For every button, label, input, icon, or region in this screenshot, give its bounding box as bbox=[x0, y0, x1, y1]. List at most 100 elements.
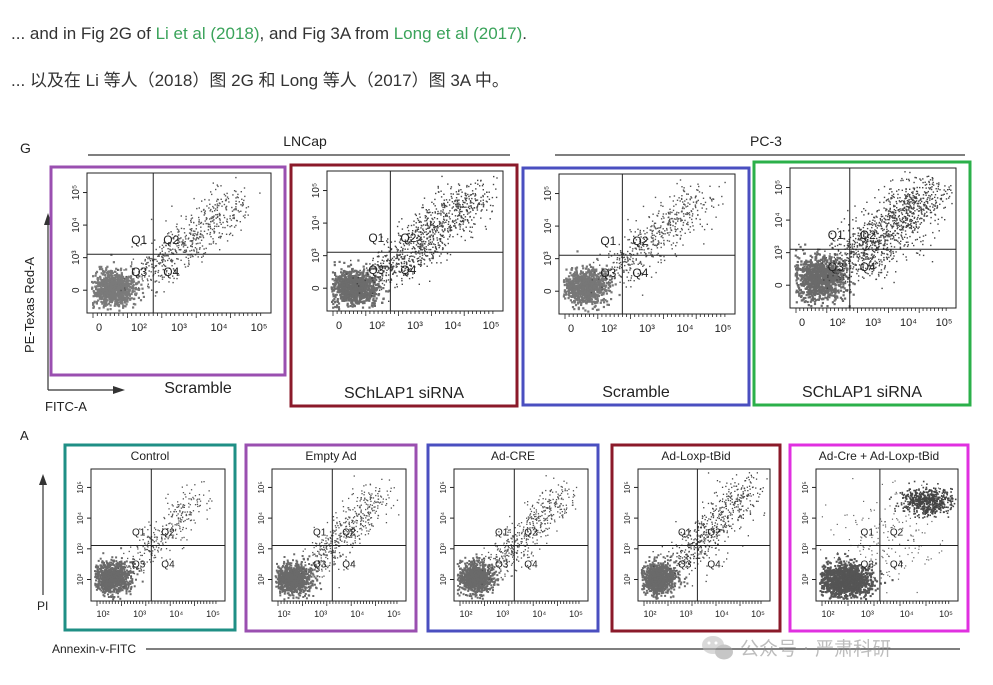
x-tick-label: 10⁴ bbox=[900, 609, 914, 619]
g-panel-4: Q1 Q2 Q3 Q4 10⁵ 10⁴ 10³ 0 0 10² 10³ 10⁴ 10⁵ SChLAP1 s… bbox=[752, 160, 972, 407]
a-panel-1: Control Q1 Q2 Q3 Q4 10⁵ 10⁴ 10³ 10² 10² 10³ 10⁴ 10⁵ bbox=[63, 443, 237, 632]
quadrant-label-q1: Q1 bbox=[861, 528, 875, 539]
panel-title: Ad-CRE bbox=[491, 449, 535, 463]
quadrant-label-q3: Q3 bbox=[495, 560, 509, 571]
y-tick-label: 10³ bbox=[76, 543, 85, 555]
g-panel-2: Q1 Q2 Q3 Q4 10⁵ 10⁴ 10³ 0 0 10² 10³ 10⁴ 10⁵ SChLAP1 s… bbox=[289, 163, 519, 408]
a-plot-4: Q1 Q2 Q3 Q4 10⁵ 10⁴ 10³ 10² 10² 10³ 10⁴ 10⁵ bbox=[623, 468, 771, 619]
y-tick-label: 0 bbox=[543, 288, 554, 294]
li-2018-link[interactable]: Li et al (2018) bbox=[155, 24, 260, 43]
panel-frame bbox=[752, 160, 972, 407]
y-tick-label: 10⁴ bbox=[623, 511, 632, 524]
y-tick-label: 10⁴ bbox=[439, 511, 448, 524]
x-tick-label: 10⁴ bbox=[677, 323, 694, 335]
x-tick-label: 10³ bbox=[407, 320, 423, 332]
x-tick-label: 10⁵ bbox=[387, 609, 401, 619]
x-tick-label: 10³ bbox=[171, 322, 187, 334]
g-x-axis-label: FITC-A bbox=[45, 399, 87, 414]
x-tick-label: 0 bbox=[568, 323, 574, 335]
y-tick-label: 10³ bbox=[774, 245, 785, 260]
y-tick-label: 10⁴ bbox=[774, 212, 785, 227]
y-tick-label: 10⁵ bbox=[76, 481, 85, 493]
x-tick-label: 0 bbox=[799, 317, 805, 329]
a-panel-2: Empty Ad Q1 Q2 Q3 Q4 10⁵ 10⁴ 10³ 10² 10² 10³ 10⁴ 10⁵ bbox=[244, 443, 418, 633]
quadrant-label-q1: Q1 bbox=[368, 231, 384, 245]
g-plot-4: Q1 Q2 Q3 Q4 10⁵ 10⁴ 10³ 0 0 10² 10³ 10⁴ 10⁵ bbox=[774, 167, 957, 329]
a-y-axis-label: PI bbox=[37, 599, 48, 613]
y-tick-label: 10⁵ bbox=[801, 481, 810, 493]
x-tick-label: 10⁴ bbox=[445, 320, 462, 332]
x-tick-label: 10⁴ bbox=[211, 322, 228, 334]
quadrant-label-q1: Q1 bbox=[678, 528, 692, 539]
quadrant-label-q1: Q1 bbox=[313, 528, 327, 539]
quadrant-label-q2: Q2 bbox=[707, 528, 721, 539]
x-tick-label: 10⁴ bbox=[900, 317, 917, 329]
x-tick-label: 10² bbox=[821, 609, 834, 619]
x-tick-label: 10³ bbox=[865, 317, 881, 329]
chinese-sentence: ... 以及在 Li 等人（2018）图 2G 和 Long 等人（2017）图… bbox=[11, 71, 509, 90]
quadrant-label-q3: Q3 bbox=[828, 260, 844, 274]
y-tick-label: 0 bbox=[71, 287, 82, 293]
panel-frame bbox=[289, 163, 519, 408]
x-tick-label: 10² bbox=[601, 323, 617, 335]
quadrant-label-q2: Q2 bbox=[632, 234, 648, 248]
y-tick-label: 10² bbox=[623, 573, 632, 585]
watermark-text: 公众号 · 严肃科研 bbox=[740, 638, 891, 660]
figure-a-panels: Control Q1 Q2 Q3 Q4 10⁵ 10⁴ 10³ 10² 10² 10³ 10⁴ 10⁵ E… bbox=[63, 443, 970, 633]
quadrant-label-q2: Q2 bbox=[342, 528, 356, 539]
y-tick-label: 10³ bbox=[311, 248, 322, 263]
quadrant-label-q2: Q2 bbox=[400, 231, 416, 245]
quadrant-label-q4: Q4 bbox=[342, 560, 356, 571]
quadrant-label-q4: Q4 bbox=[632, 266, 648, 280]
group-label-lncap: LNCap bbox=[283, 133, 327, 149]
g-panel-1: Q1 Q2 Q3 Q4 10⁵ 10⁴ 10³ 0 0 10² 10³ 10⁴ 10⁵ Scramble bbox=[49, 165, 287, 397]
y-tick-label: 10⁵ bbox=[311, 183, 322, 198]
y-tick-label: 10³ bbox=[543, 251, 554, 266]
x-tick-label: 10² bbox=[131, 322, 147, 334]
x-tick-label: 10⁵ bbox=[483, 320, 500, 332]
x-tick-label: 10² bbox=[643, 609, 656, 619]
y-tick-label: 10⁵ bbox=[774, 180, 785, 195]
flow-cytometry-figure: G LNCap PC-3 PE-Texas Red-A FITC-A Q1 Q2Q… bbox=[20, 133, 972, 660]
x-tick-label: 10³ bbox=[133, 609, 146, 619]
quadrant-label-q4: Q4 bbox=[400, 263, 416, 277]
quadrant-label-q2: Q2 bbox=[890, 528, 904, 539]
long-2017-link[interactable]: Long et al (2017) bbox=[393, 24, 523, 43]
y-tick-label: 10³ bbox=[439, 543, 448, 555]
a-panel-4: Ad-Loxp-tBid Q1 Q2 Q3 Q4 10⁵ 10⁴ 10³ 10² 10² 10³ 10… bbox=[610, 443, 782, 633]
x-tick-label: 10⁴ bbox=[169, 609, 183, 619]
y-tick-label: 10⁴ bbox=[71, 217, 82, 232]
y-tick-label: 10² bbox=[76, 573, 85, 585]
y-tick-label: 10⁴ bbox=[543, 218, 554, 233]
x-tick-label: 10⁴ bbox=[715, 609, 729, 619]
quadrant-label-q4: Q4 bbox=[524, 560, 538, 571]
g-panel-3: Q1 Q2 Q3 Q4 10⁵ 10⁴ 10³ 0 0 10² 10³ 10⁴ 10⁵ Scramble bbox=[521, 166, 751, 407]
scatter-points bbox=[562, 179, 726, 313]
scatter-points bbox=[330, 175, 498, 311]
a-panel-3: Ad-CRE Q1 Q2 Q3 Q4 10⁵ 10⁴ 10³ 10² 10² 10³ 10⁴ 10⁵ bbox=[426, 443, 600, 633]
quadrant-label-q2: Q2 bbox=[163, 233, 179, 247]
quadrant-label-q2: Q2 bbox=[524, 528, 538, 539]
y-tick-label: 10³ bbox=[257, 543, 266, 555]
y-tick-label: 10⁵ bbox=[623, 481, 632, 493]
scatter-points bbox=[819, 478, 957, 601]
x-tick-label: 0 bbox=[96, 322, 102, 334]
figure-a-letter: A bbox=[20, 428, 29, 443]
x-tick-label: 10³ bbox=[639, 323, 655, 335]
panel-title: Control bbox=[131, 449, 170, 463]
quadrant-label-q3: Q3 bbox=[132, 560, 146, 571]
y-tick-label: 10² bbox=[801, 573, 810, 585]
panel-caption: SChLAP1 siRNA bbox=[802, 384, 922, 401]
x-tick-label: 10⁵ bbox=[206, 609, 220, 619]
y-tick-label: 10² bbox=[439, 573, 448, 585]
scatter-points bbox=[794, 171, 953, 308]
panel-title: Empty Ad bbox=[305, 449, 356, 463]
sentence-middle: , and Fig 3A from bbox=[259, 24, 394, 43]
scatter-points bbox=[274, 475, 400, 601]
y-tick-label: 10⁴ bbox=[311, 215, 322, 230]
quadrant-label-q3: Q3 bbox=[678, 560, 692, 571]
x-tick-label: 10⁴ bbox=[532, 609, 546, 619]
quadrant-label-q1: Q1 bbox=[132, 528, 146, 539]
panel-caption: SChLAP1 siRNA bbox=[344, 385, 464, 402]
